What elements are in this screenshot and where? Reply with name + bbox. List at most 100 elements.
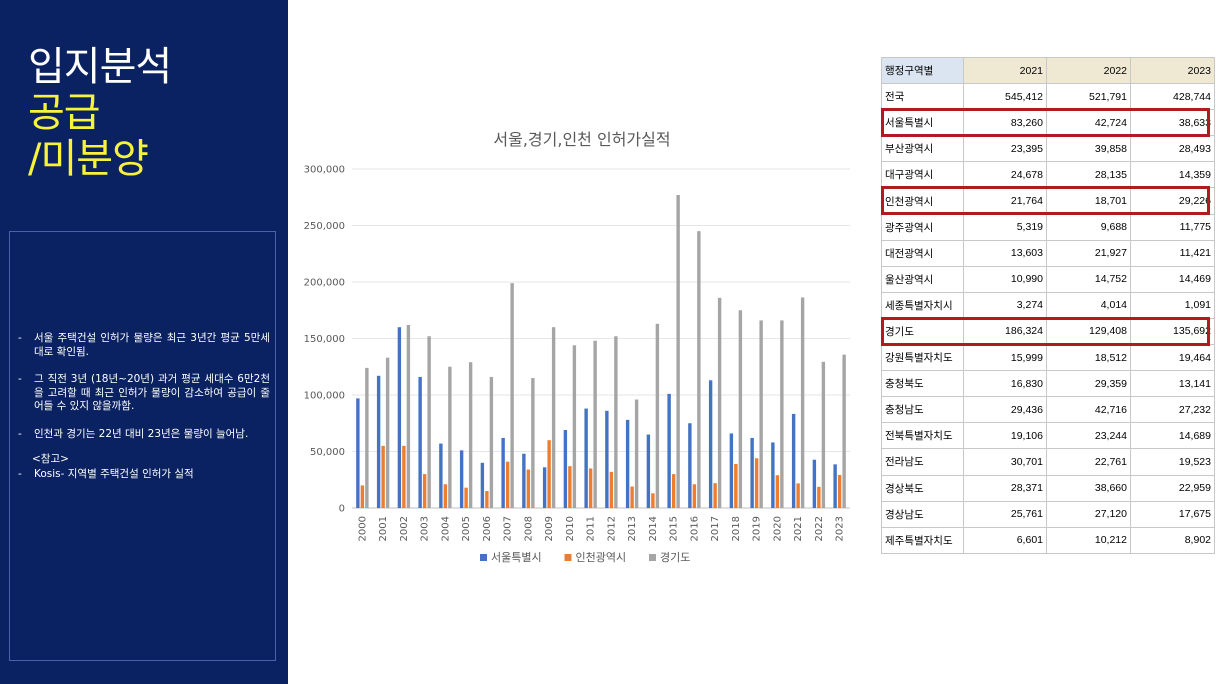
bar [817,486,821,508]
bar [796,483,800,508]
value-cell: 3,274 [963,291,1047,319]
bar [625,419,630,508]
y-tick-label: 300,000 [304,165,345,176]
bar [489,376,494,508]
value-cell: 28,493 [1130,135,1215,163]
table-row: 충청북도 16,830 29,359 13,141 [881,370,1215,398]
y-tick-label: 50,000 [310,447,345,458]
bar [780,320,784,508]
value-cell: 22,761 [1046,448,1131,476]
permit-table: 행정구역별 2021 2022 2023 전국 545,412 521,791 428,74… [881,56,1215,579]
table-row: 부산광역시 23,395 39,858 28,493 [881,135,1215,163]
bar [667,393,671,508]
column-header-year: 2022 [1046,56,1131,85]
bar [671,474,676,508]
x-tick-label: 2014 [648,516,659,541]
bar [833,464,837,508]
bar [443,484,448,508]
value-cell: 5,319 [963,213,1047,241]
bar [468,362,473,508]
bar [510,283,514,508]
region-cell: 경상남도 [881,500,964,528]
value-cell: 23,395 [963,135,1047,163]
bar [406,324,411,508]
y-tick-label: 0 [339,504,345,515]
bar [734,463,738,508]
legend-swatch [564,554,572,561]
value-cell: 4,014 [1046,291,1131,319]
bar [800,297,805,508]
table-row: 경상남도 25,761 27,120 17,675 [881,500,1215,528]
note-dash: - [18,373,22,385]
sidebar-panel: 입지분석 공급 /미분양 - 서울 주택건설 인허가 물량은 최근 3년간 평균… [0,0,288,684]
region-cell: 경상북도 [881,474,964,502]
reference-heading: <참고> [32,453,69,465]
x-tick-label: 2002 [399,516,410,541]
bar [812,459,817,508]
y-tick-label: 100,000 [304,391,345,402]
value-cell: 38,660 [1046,474,1131,502]
bar [605,410,609,508]
value-cell: 14,752 [1046,265,1131,293]
x-tick-label: 2017 [710,516,721,541]
x-tick-label: 2022 [814,516,825,541]
column-header-year: 2023 [1130,56,1215,85]
table-row: 전북특별자치도 19,106 23,244 14,689 [881,422,1215,450]
value-cell: 39,858 [1046,135,1131,163]
value-cell: 14,689 [1130,422,1215,450]
value-cell: 30,701 [963,448,1047,476]
x-tick-label: 2012 [606,516,617,541]
value-cell: 28,371 [963,474,1047,502]
x-tick-label: 2011 [586,516,597,541]
bar [775,475,780,508]
bar [584,408,588,508]
value-cell: 25,761 [963,500,1047,528]
note-item: - 그 직전 3년 (18년~20년) 과거 평균 세대수 6만2천을 고려할 … [18,373,270,414]
x-tick-label: 2019 [752,516,763,541]
bar [402,445,406,508]
value-cell: 21,927 [1046,239,1131,267]
table-row: 충청남도 29,436 42,716 27,232 [881,396,1215,424]
bar [754,458,759,508]
bar [531,378,535,508]
bar [609,471,614,508]
bar [551,327,556,508]
x-tick-label: 2004 [440,516,451,541]
value-cell: 15,999 [963,344,1047,372]
bar [501,437,505,508]
x-tick-label: 2013 [627,516,638,541]
value-cell: 18,512 [1046,344,1131,372]
value-cell: 11,421 [1130,239,1215,267]
notes-box [9,231,276,661]
region-cell: 전북특별자치도 [881,422,964,450]
bar [655,323,660,508]
x-tick-label: 2021 [793,516,804,541]
value-cell: 9,688 [1046,213,1131,241]
bar [505,461,510,508]
value-cell: 23,244 [1046,422,1131,450]
bar [697,231,701,508]
region-cell: 울산광역시 [881,265,964,293]
bar [365,367,369,508]
bar [485,491,489,508]
reference-source: - Kosis- 지역별 주택건설 인허가 실적 [18,468,270,482]
note-dash: - [18,427,22,440]
bar [356,398,360,508]
value-cell: 11,775 [1130,213,1215,241]
value-cell: 19,106 [963,422,1047,450]
value-cell: 29,359 [1046,370,1131,398]
value-cell: 27,232 [1130,396,1215,424]
region-cell: 제주특별자치도 [881,526,964,554]
bar-chart: 서울,경기,인천 인허가실적 0 50,000 100,000 150,000 200,… [304,130,850,564]
bar [588,468,593,508]
value-cell: 14,359 [1130,161,1215,189]
value-cell: 38,633 [1130,109,1215,137]
bar [522,453,526,508]
table-row: 세종특별자치시 3,274 4,014 1,091 [881,291,1215,319]
note-dash: - [18,332,22,344]
table-row: 대전광역시 13,603 21,927 11,421 [881,239,1215,267]
note-item: - 인천과 경기는 22년 대비 23년은 물량이 늘어남. [18,428,270,442]
notes-list: - 서울 주택건설 인허가 물량은 최근 3년간 평균 5만세대로 확인됨. -… [18,332,270,495]
table-row: 광주광역시 5,319 9,688 11,775 [881,213,1215,241]
x-tick-label: 2007 [503,516,514,541]
